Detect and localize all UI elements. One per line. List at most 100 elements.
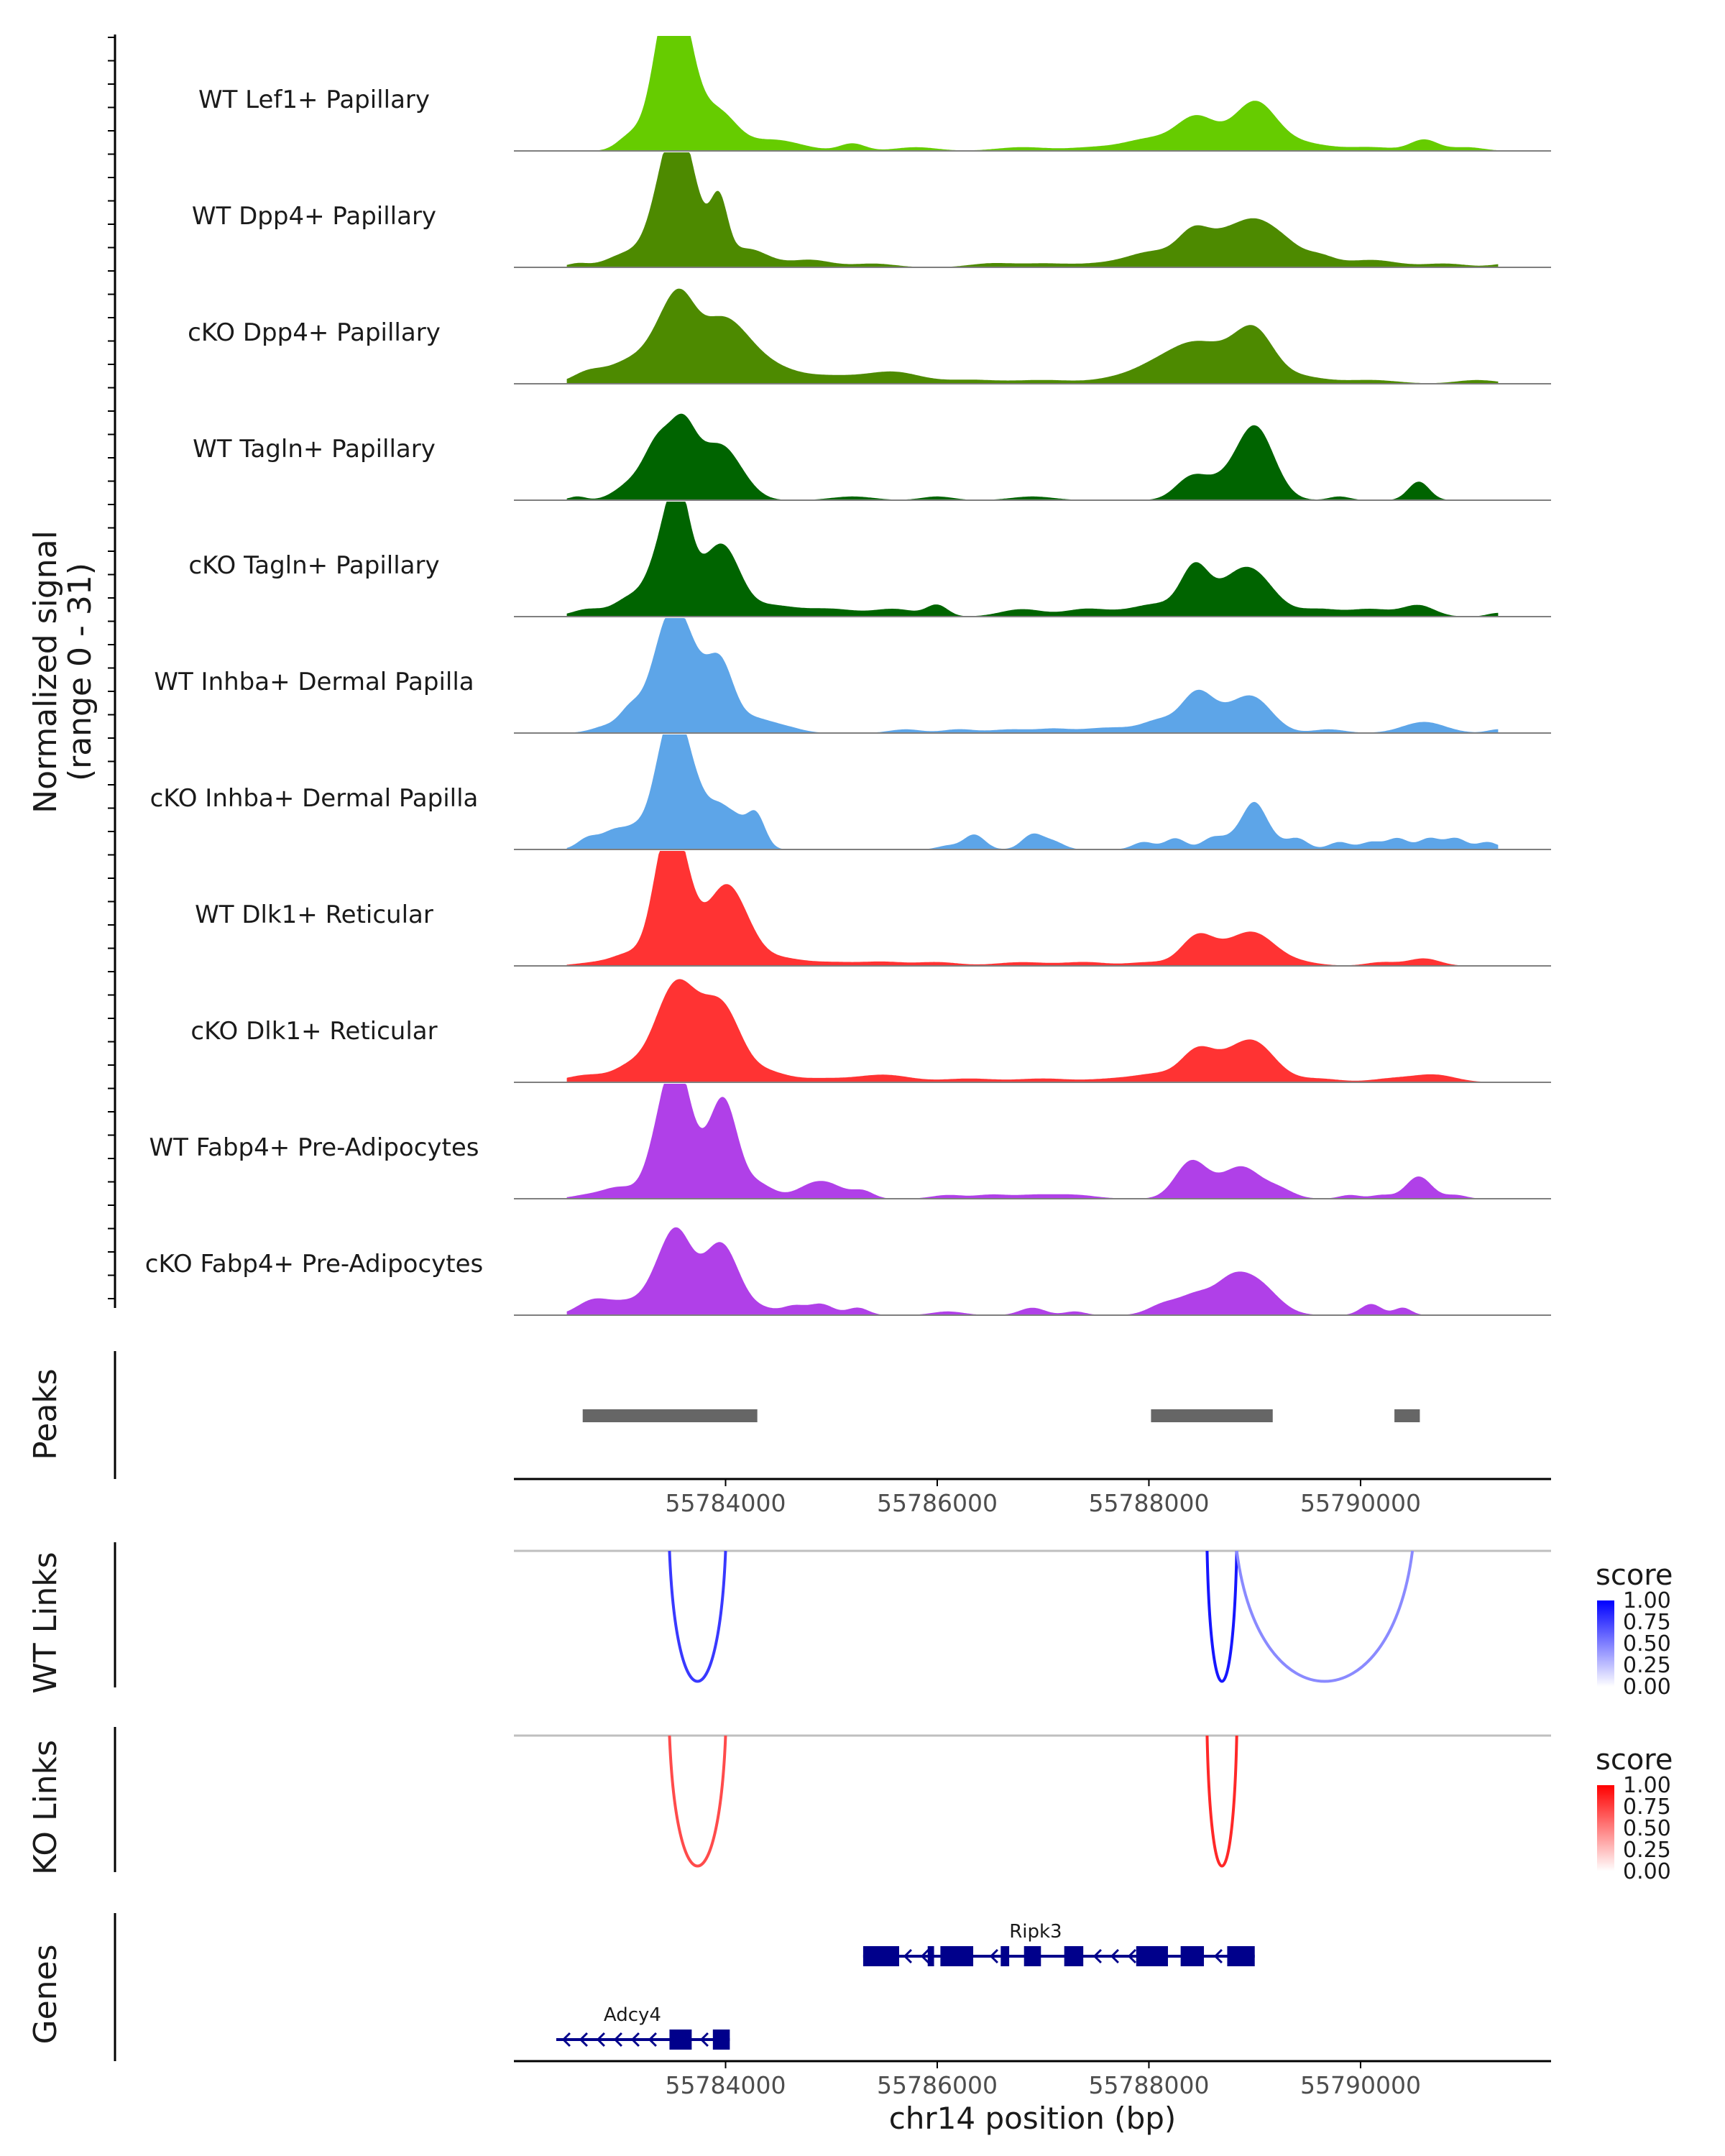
coverage-track-5: cKO Tagln+ Papillary: [188, 502, 1551, 617]
legend-wt-tick-4: 0.25: [1623, 1653, 1671, 1678]
ko-links-panel-title: KO Links: [27, 1740, 64, 1875]
ko-links-arc-1: [668, 1735, 727, 1868]
coverage-track-4: WT Tagln+ Papillary: [193, 413, 1551, 501]
gene-strand-arrow: [561, 2032, 571, 2047]
gene-strand-arrow: [989, 1948, 998, 1964]
coverage-area-7: [566, 734, 1499, 849]
x-axis-top-tick-label-1: 55784000: [666, 1489, 786, 1517]
legend-wt-tick-1: 1.00: [1623, 1588, 1671, 1613]
coverage-track-10: WT Fabp4+ Pre-Adipocytes: [150, 1084, 1551, 1199]
panel-titles: Peaks WT Links KO Links Genes: [27, 1368, 64, 2044]
coverage-y-label-line2: (range 0 - 31): [62, 563, 98, 781]
coverage-track-2: WT Dpp4+ Papillary: [192, 152, 1551, 268]
coverage-area-8: [566, 851, 1499, 966]
gene-exon-2: [712, 2030, 730, 2050]
coverage-track-label-11: cKO Fabp4+ Pre-Adipocytes: [145, 1250, 484, 1279]
genes-panel: Ripk3 Adcy4: [114, 1913, 1255, 2061]
gene-exon-1: [862, 1946, 899, 1966]
gene-exon-9: [1227, 1946, 1255, 1966]
gene-strand-arrow: [903, 1948, 912, 1964]
gene-exon-8: [1180, 1946, 1205, 1966]
coverage-area-3: [566, 288, 1499, 384]
ko-links-panel: [114, 1727, 1551, 1872]
legend-ko-title: score: [1596, 1743, 1673, 1777]
x-axis-genes: 55784000 55786000 55788000 55790000 chr14 po…: [514, 2060, 1551, 2136]
legend-wt-colorbar: [1597, 1600, 1614, 1687]
peak-region-2: [1151, 1409, 1273, 1422]
wt-links-panel: [114, 1542, 1551, 1687]
gene-strand-arrow: [579, 2032, 588, 2047]
gene-strand-arrow: [1127, 1948, 1136, 1964]
gene-strand-arrow: [1092, 1948, 1102, 1964]
peaks-panel-title: Peaks: [27, 1368, 64, 1460]
legend-wt-tick-3: 0.50: [1623, 1631, 1671, 1657]
ko-links-arc-2: [1205, 1735, 1238, 1868]
legend-ko-colorbar: [1597, 1785, 1614, 1871]
gene-strand-arrow: [699, 2032, 709, 2047]
gene-label-1: Ripk3: [1009, 1921, 1062, 1943]
coverage-track-3: cKO Dpp4+ Papillary: [188, 288, 1551, 384]
wt-links-panel-title: WT Links: [27, 1552, 64, 1693]
coverage-area-2: [566, 152, 1499, 267]
coverage-area-4: [566, 413, 1499, 500]
x-axis-peaks: 55784000 55786000 55788000 55790000: [514, 1478, 1551, 1517]
gene-strand-arrow: [648, 2032, 657, 2047]
wt-links-arc-3: [1235, 1550, 1414, 1683]
coverage-panel: WT Lef1+ Papillary WT Dpp4+ Papillary cKO …: [27, 34, 1551, 1316]
legends: score1.000.750.500.250.00score1.000.750.…: [1596, 1559, 1673, 1884]
coverage-track-label-9: cKO Dlk1+ Reticular: [190, 1017, 437, 1046]
gene-strand-arrow: [1213, 1948, 1223, 1964]
coverage-track-8: WT Dlk1+ Reticular: [195, 851, 1551, 967]
coverage-track-label-4: WT Tagln+ Papillary: [193, 435, 436, 464]
gene-ripk3: Ripk3: [862, 1921, 1255, 1966]
x-axis-title: chr14 position (bp): [889, 2101, 1177, 2136]
legend-wt-title: score: [1596, 1559, 1673, 1592]
legend-wt-tick-2: 0.75: [1623, 1610, 1671, 1635]
coverage-track-6: WT Inhba+ Dermal Papilla: [154, 618, 1551, 734]
peak-region-1: [582, 1409, 758, 1422]
gene-exon-2: [927, 1946, 934, 1966]
coverage-track-7: cKO Inhba+ Dermal Papilla: [150, 734, 1551, 850]
peaks-panel: [114, 1351, 1420, 1479]
coverage-track-9: cKO Dlk1+ Reticular: [190, 979, 1551, 1083]
legend-ko-tick-3: 0.50: [1623, 1816, 1671, 1841]
gene-strand-arrow: [630, 2032, 640, 2047]
coverage-track-label-7: cKO Inhba+ Dermal Papilla: [150, 784, 479, 813]
gene-strand-arrow: [920, 1948, 929, 1964]
wt-links-arc-1: [668, 1550, 727, 1683]
coverage-area-1: [566, 36, 1499, 151]
coverage-track-label-1: WT Lef1+ Papillary: [198, 86, 430, 114]
coverage-track-label-8: WT Dlk1+ Reticular: [195, 900, 433, 929]
coverage-area-11: [566, 1227, 1499, 1315]
coverage-track-label-2: WT Dpp4+ Papillary: [192, 202, 436, 231]
coverage-track-11: cKO Fabp4+ Pre-Adipocytes: [145, 1227, 1551, 1316]
coverage-track-label-10: WT Fabp4+ Pre-Adipocytes: [150, 1133, 479, 1162]
peak-region-3: [1394, 1409, 1420, 1422]
gene-exon-1: [669, 2030, 692, 2050]
legend-ko-tick-5: 0.00: [1623, 1859, 1671, 1884]
coverage-track-1: WT Lef1+ Papillary: [198, 36, 1551, 152]
coverage-track-label-5: cKO Tagln+ Papillary: [188, 551, 439, 580]
gene-strand-arrow: [596, 2032, 605, 2047]
coverage-area-9: [566, 979, 1499, 1082]
gene-strand-arrow: [1110, 1948, 1119, 1964]
coverage-y-label-line1: Normalized signal: [27, 530, 64, 814]
x-axis-top-tick-label-4: 55790000: [1300, 1489, 1421, 1517]
coverage-area-10: [566, 1084, 1499, 1199]
gene-exon-5: [1024, 1946, 1041, 1966]
coverage-area-6: [566, 618, 1499, 733]
legend-ko-tick-2: 0.75: [1623, 1795, 1671, 1820]
coverage-track-label-6: WT Inhba+ Dermal Papilla: [154, 668, 474, 696]
coverage-y-axis-title: Normalized signal(range 0 - 31): [27, 530, 98, 814]
x-axis-bottom-tick-label-1: 55784000: [666, 2071, 786, 2099]
coverage-track-label-3: cKO Dpp4+ Papillary: [188, 318, 441, 347]
coverage-area-5: [566, 502, 1499, 617]
x-axis-top-tick-label-2: 55786000: [877, 1489, 998, 1517]
gene-label-2: Adcy4: [604, 2004, 661, 2026]
gene-adcy4: Adcy4: [556, 2004, 730, 2050]
x-axis-bottom-tick-label-3: 55788000: [1088, 2071, 1209, 2099]
legend-ko-tick-4: 0.25: [1623, 1838, 1671, 1863]
gene-strand-arrow: [613, 2032, 622, 2047]
genes-panel-title: Genes: [27, 1944, 64, 2044]
